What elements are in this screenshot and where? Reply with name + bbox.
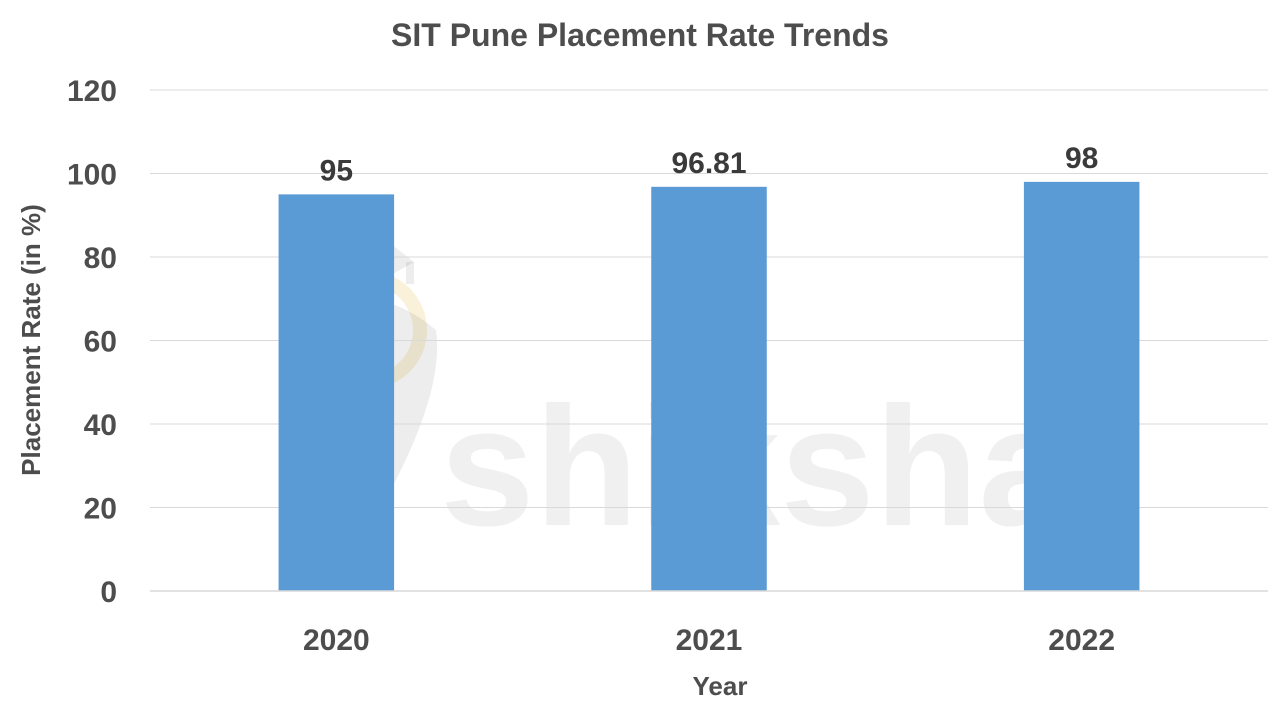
y-axis-label: Placement Rate (in %)	[16, 204, 46, 476]
chart-title: SIT Pune Placement Rate Trends	[391, 17, 889, 53]
data-label: 98	[1065, 142, 1098, 175]
x-tick-label: 2021	[676, 624, 743, 657]
bars	[278, 181, 1140, 592]
data-labels: 95 96.81 98	[320, 142, 1099, 188]
y-tick-label: 40	[84, 409, 117, 442]
x-axis-label: Year	[693, 671, 748, 701]
y-tick-label: 60	[84, 326, 117, 359]
y-axis-ticks: 0 20 40 60 80 100 120	[67, 75, 117, 609]
data-label: 95	[320, 154, 353, 187]
y-tick-label: 80	[84, 242, 117, 275]
bar-2020	[278, 194, 395, 591]
y-tick-label: 120	[67, 75, 117, 108]
x-tick-label: 2020	[303, 624, 370, 657]
data-label: 96.81	[671, 147, 746, 180]
y-tick-label: 100	[67, 159, 117, 192]
bar-2022	[1023, 181, 1140, 591]
x-axis-ticks: 2020 2021 2022	[303, 624, 1115, 657]
y-tick-label: 0	[100, 576, 117, 609]
bar-2021	[651, 186, 767, 592]
x-tick-label: 2022	[1048, 624, 1115, 657]
y-tick-label: 20	[84, 493, 117, 526]
